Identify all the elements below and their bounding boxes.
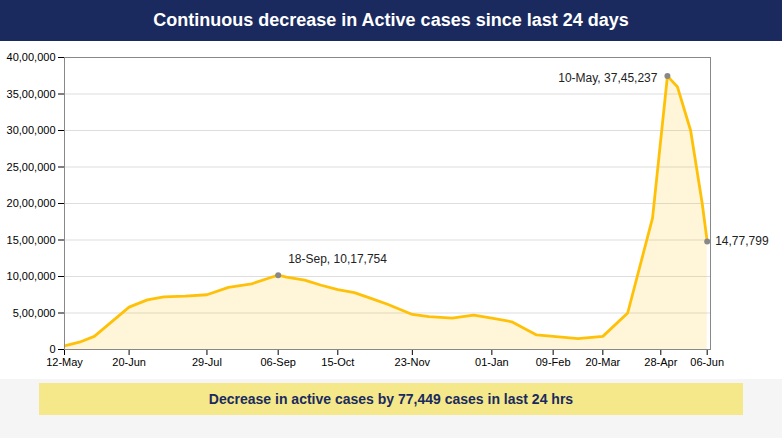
- svg-text:06-Sep: 06-Sep: [260, 356, 295, 368]
- html-text:Decrease in active cases by 77: Decrease in active cases by 77,449 cases…: [208, 391, 574, 407]
- svg-text:12-May: 12-May: [46, 356, 83, 368]
- svg-text:20-Jun: 20-Jun: [112, 356, 146, 368]
- svg-text:09-Feb: 09-Feb: [536, 356, 571, 368]
- svg-text:5,00,000: 5,00,000: [13, 307, 56, 319]
- svg-text:18-Sep, 10,17,754: 18-Sep, 10,17,754: [288, 252, 387, 266]
- svg-text:15-Oct: 15-Oct: [321, 356, 354, 368]
- svg-text:40,00,000: 40,00,000: [7, 51, 56, 63]
- svg-text:14,77,799: 14,77,799: [715, 234, 769, 248]
- html-text:Continuous decrease in Active: Continuous decrease in Active cases sinc…: [153, 10, 629, 30]
- svg-text:10,00,000: 10,00,000: [7, 270, 56, 282]
- svg-text:25,00,000: 25,00,000: [7, 161, 56, 173]
- svg-text:29-Jul: 29-Jul: [192, 356, 222, 368]
- svg-text:20-Mar: 20-Mar: [585, 356, 620, 368]
- svg-text:20,00,000: 20,00,000: [7, 197, 56, 209]
- svg-text:15,00,000: 15,00,000: [7, 234, 56, 246]
- svg-text:30,00,000: 30,00,000: [7, 124, 56, 136]
- svg-text:28-Apr: 28-Apr: [644, 356, 677, 368]
- svg-text:0: 0: [49, 343, 55, 355]
- svg-text:35,00,000: 35,00,000: [7, 88, 56, 100]
- svg-text:23-Nov: 23-Nov: [395, 356, 431, 368]
- svg-text:01-Jan: 01-Jan: [475, 356, 509, 368]
- svg-text:10-May, 37,45,237: 10-May, 37,45,237: [558, 71, 658, 85]
- svg-text:06-Jun: 06-Jun: [690, 356, 724, 368]
